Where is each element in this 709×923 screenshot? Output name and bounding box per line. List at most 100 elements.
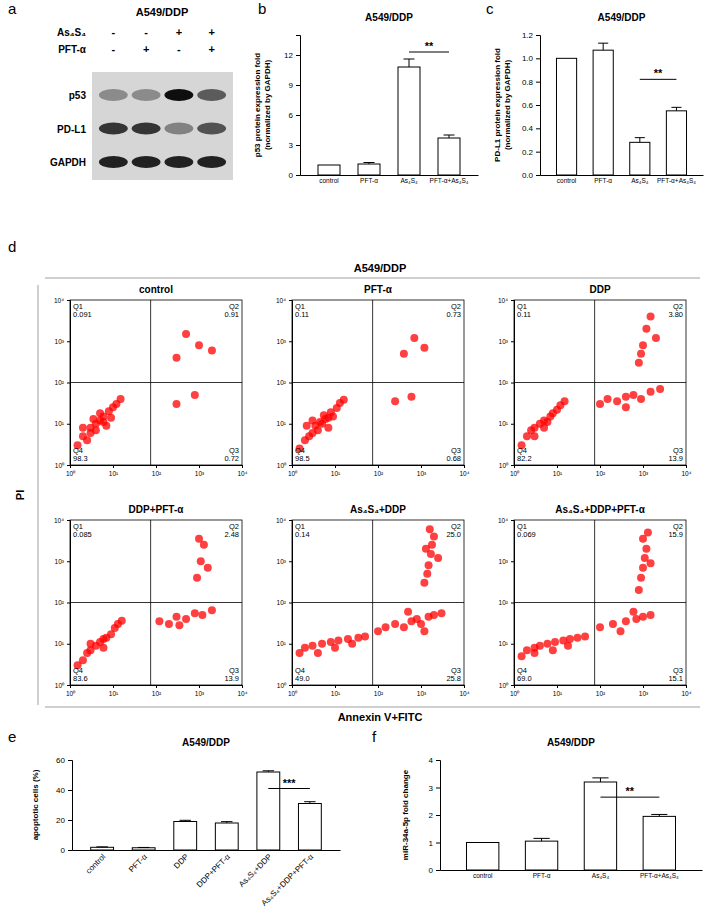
point (407, 393, 415, 401)
y-axis-title: (normalized by GAPDH) (503, 60, 512, 151)
error-whisker (603, 43, 604, 50)
point (382, 623, 390, 631)
x-axis-tick: control (473, 870, 493, 879)
panel-title: As₄S₄+DDP (350, 504, 406, 515)
point (102, 422, 110, 430)
point (647, 388, 655, 396)
tick-mark (289, 644, 292, 645)
error-bar (598, 43, 608, 50)
flow-plot: 10⁰10¹10²10³10⁴10⁰10¹10²10³10⁴Q10.091Q20… (54, 284, 248, 477)
y-axis-line (296, 36, 301, 176)
tick-mark (296, 175, 300, 176)
tick-mark (67, 424, 70, 425)
bar (91, 847, 114, 850)
tick-label: As₄S₄+DDP (237, 852, 274, 889)
tick-label: 10¹ (109, 690, 119, 697)
tick-mark (421, 465, 422, 468)
separator (45, 278, 700, 279)
point (420, 344, 428, 352)
x-axis-tick: 10² (152, 465, 162, 477)
tick-mark (511, 685, 514, 686)
point (348, 640, 356, 648)
error-bar (180, 820, 191, 821)
significance-label: ** (626, 785, 635, 797)
tick-label: 10² (596, 690, 606, 697)
point (107, 414, 115, 422)
point (329, 412, 337, 420)
y-axis-tick: 10⁴ (54, 517, 70, 524)
point (198, 611, 206, 619)
x-axis-tick: control (557, 175, 577, 184)
quadrant-line (514, 602, 686, 603)
point (637, 395, 645, 403)
quadrant-value: 98.3 (73, 454, 88, 463)
x-axis-line (515, 686, 687, 689)
tick-mark (156, 465, 157, 468)
tick-label: 10¹ (277, 640, 287, 647)
x-axis-line (71, 466, 243, 469)
error-bar (404, 59, 415, 67)
point (354, 634, 362, 642)
x-axis-tick: PFT-α+As₄S₄ (430, 175, 469, 184)
tick-label: control (84, 852, 108, 876)
x-axis-tick: 10⁴ (681, 465, 691, 477)
tick-mark (67, 300, 70, 301)
panel-title: PFT-α (364, 284, 393, 295)
bar (298, 804, 321, 851)
x-axis-tick: 10⁴ (681, 685, 691, 697)
error-bar (304, 802, 315, 804)
y-axis-tick: 10¹ (55, 420, 70, 427)
tick-mark (335, 685, 336, 688)
point (438, 609, 446, 617)
tick-mark (464, 685, 465, 688)
point (635, 586, 643, 594)
point (647, 312, 655, 320)
point (309, 416, 317, 424)
point (574, 634, 582, 642)
tick-mark (686, 465, 687, 468)
tick-label: 10¹ (499, 420, 509, 427)
tick-mark (289, 603, 292, 604)
point (195, 535, 203, 543)
x-axis-tick: As₄S₄ (400, 175, 418, 184)
y-axis: 036912 (284, 36, 300, 181)
tick-mark (67, 341, 70, 342)
point (551, 638, 559, 646)
y-axis-tick: 10² (499, 599, 514, 606)
quadrant-line (292, 602, 464, 603)
y-axis-tick: 0 (289, 171, 300, 180)
tick-mark (511, 520, 514, 521)
error-bar (263, 771, 274, 772)
y-axis-tick: 20 (56, 816, 72, 825)
flow-plot: 10⁰10¹10²10³10⁴10⁰10¹10²10³10⁴Q10.11Q20.… (276, 284, 470, 477)
quadrant-value: 3.80 (668, 310, 683, 319)
y-axis-tick: 10¹ (499, 420, 514, 427)
quadrant-value: 0.069 (517, 530, 536, 539)
tick-label: 10¹ (553, 690, 563, 697)
tick-label: DDP (172, 852, 190, 870)
panel-letter: c (486, 0, 494, 17)
point (118, 617, 126, 625)
tick-mark (199, 465, 200, 468)
point (79, 424, 87, 432)
band (99, 156, 128, 168)
x-axis-tick: 10¹ (109, 685, 119, 697)
x-axis-tick: 10⁰ (288, 685, 298, 697)
tick-mark (536, 175, 540, 176)
band (164, 123, 193, 135)
tick-mark (67, 383, 70, 384)
plot-frame (514, 520, 686, 685)
tick-label: PFT-α (127, 852, 149, 874)
tick-mark (378, 685, 379, 688)
tick-mark (68, 790, 72, 791)
tick-label: As₄S₄ (400, 177, 418, 184)
quadrant-value: 69.0 (517, 674, 532, 683)
tick-label: 10⁴ (276, 297, 286, 304)
tick-label: As₄S₄ (592, 872, 610, 879)
y-axis-tick: 40 (56, 786, 72, 795)
point (617, 627, 625, 635)
error-whisker (600, 778, 601, 782)
y-axis-tick: 10³ (55, 338, 70, 345)
error-whisker (676, 107, 677, 111)
tick-mark (557, 685, 558, 688)
